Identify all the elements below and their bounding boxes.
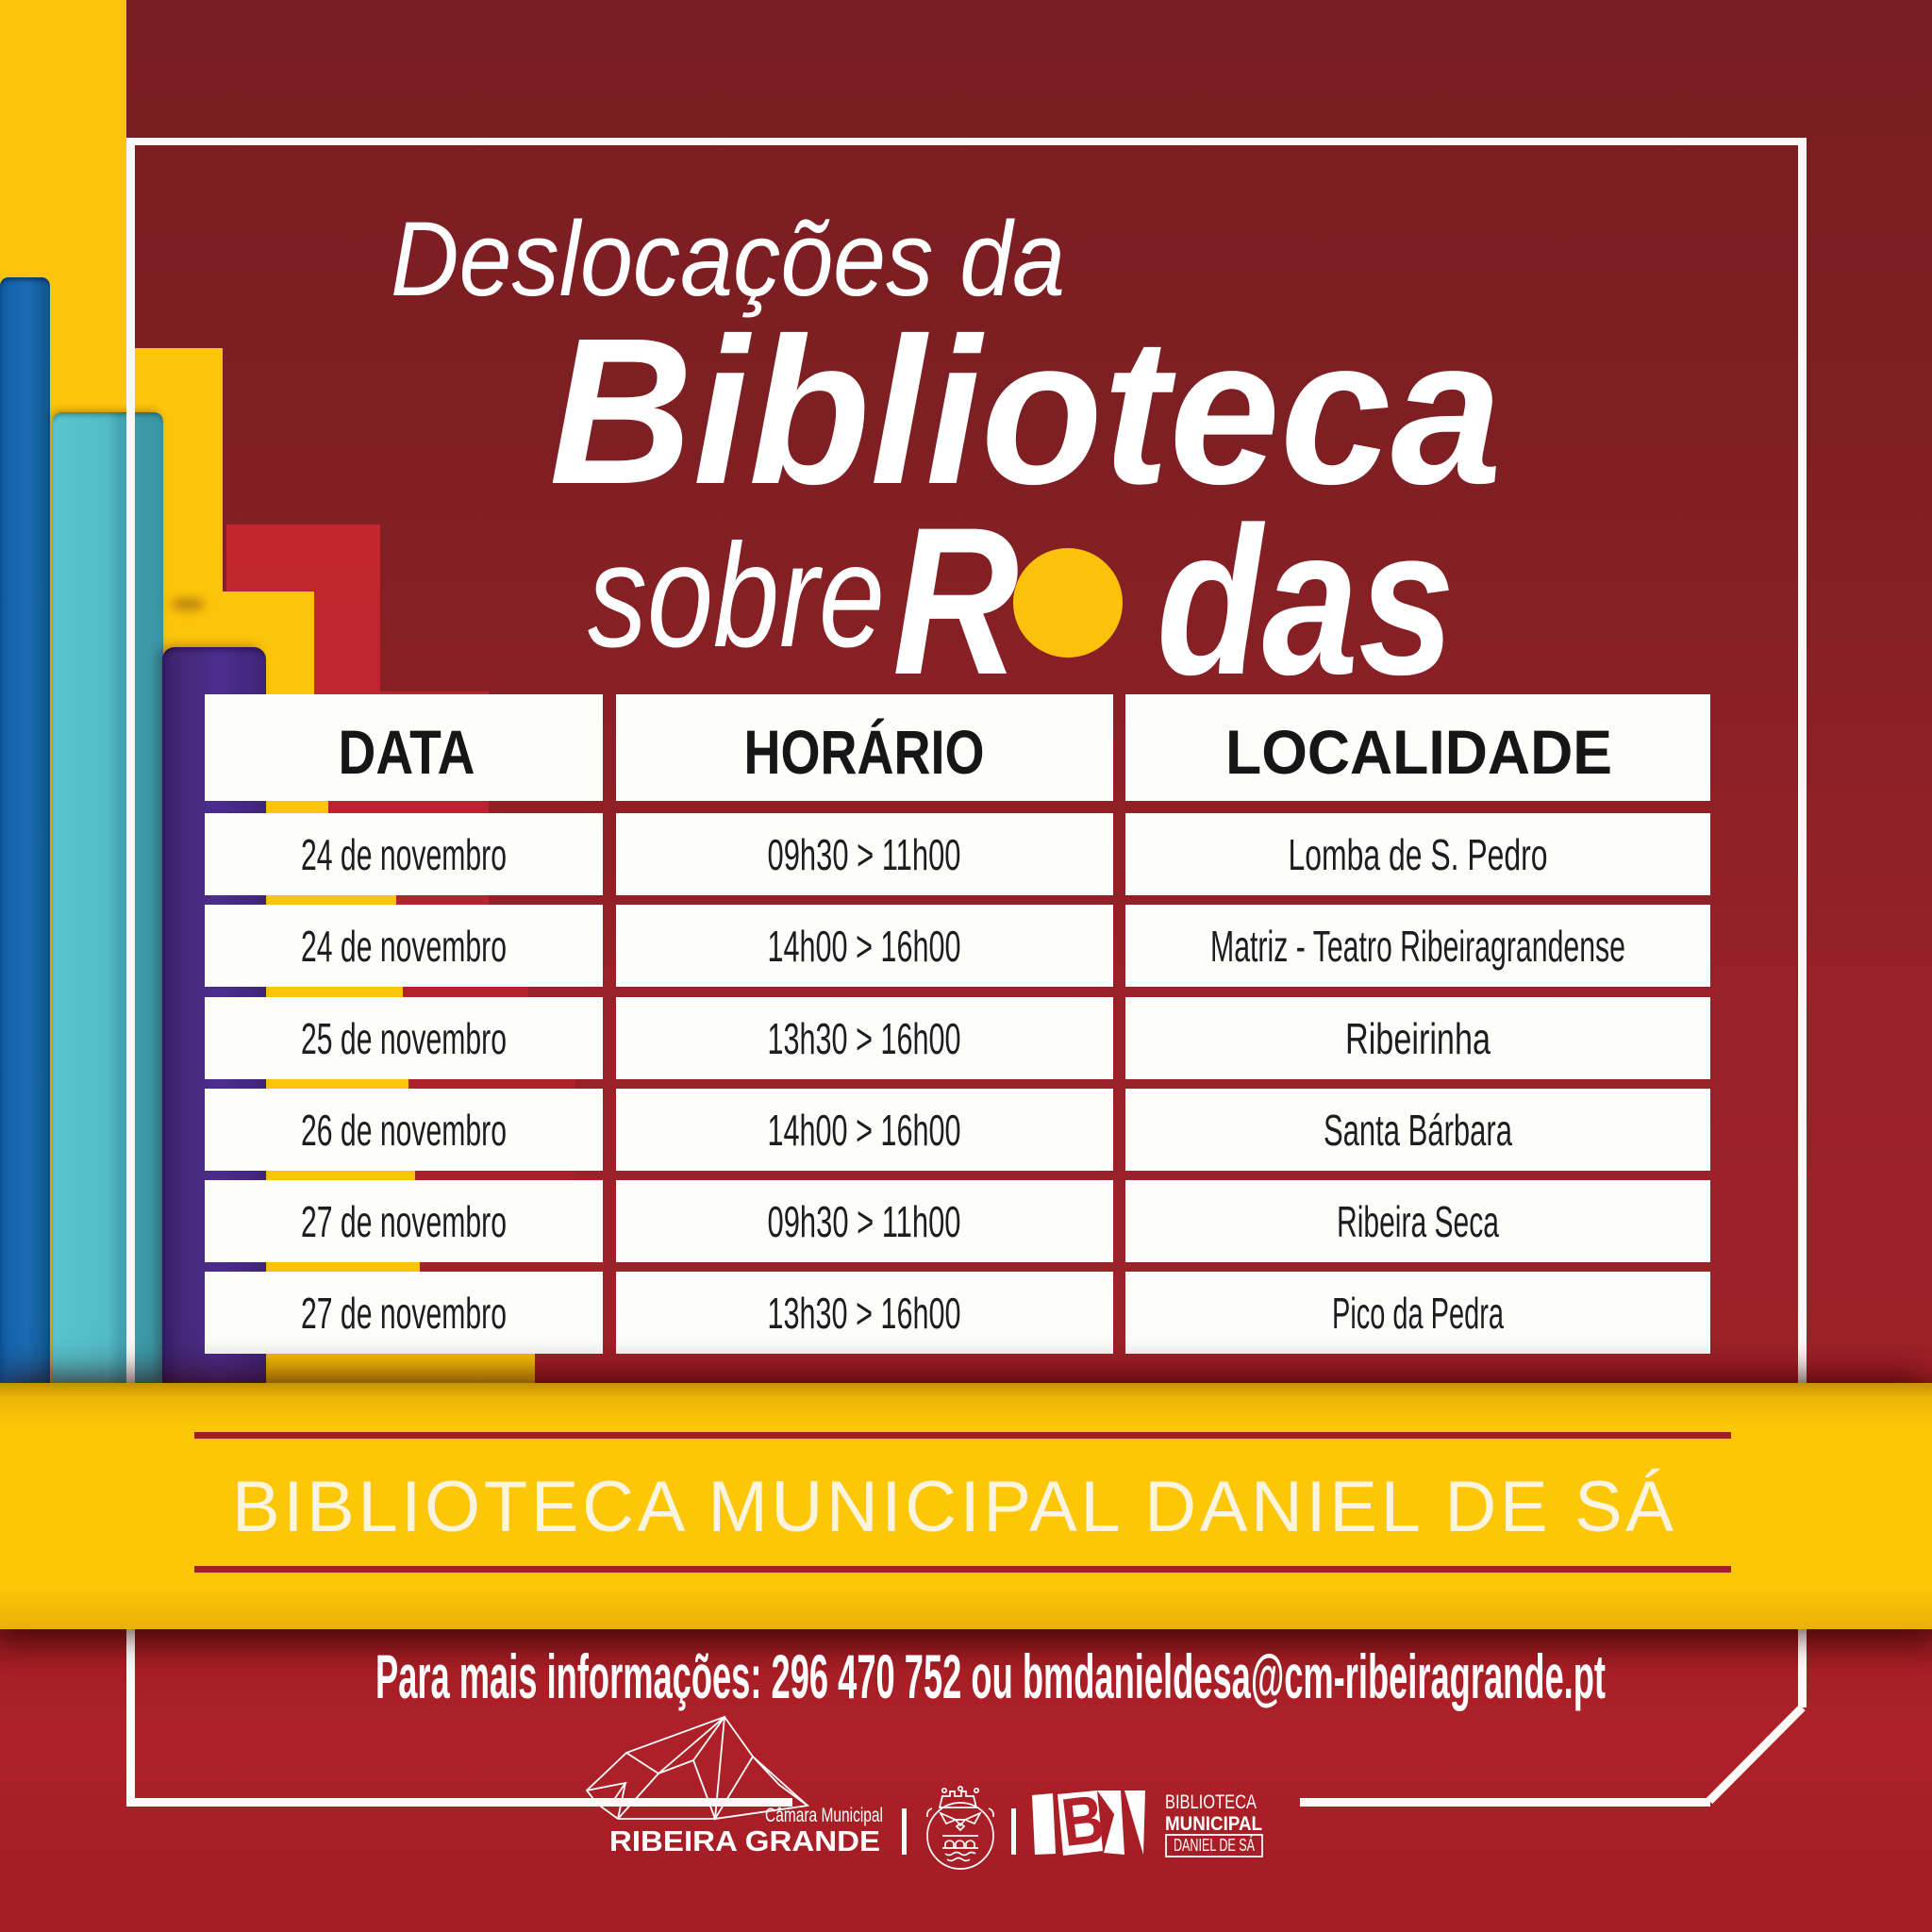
svg-text:Biblioteca: Biblioteca — [549, 294, 1502, 527]
svg-text:09h30 > 11h00: 09h30 > 11h00 — [768, 1197, 961, 1246]
svg-text:MUNICIPAL: MUNICIPAL — [1165, 1813, 1262, 1835]
svg-text:27 de novembro: 27 de novembro — [301, 1289, 507, 1338]
svg-text:Ribeira Seca: Ribeira Seca — [1337, 1197, 1499, 1246]
svg-text:25 de novembro: 25 de novembro — [301, 1014, 507, 1063]
svg-text:sobre: sobre — [588, 514, 885, 678]
svg-text:HORÁRIO: HORÁRIO — [744, 717, 985, 787]
svg-text:Deslocações da: Deslocações da — [391, 200, 1065, 318]
svg-text:DANIEL DE SÁ: DANIEL DE SÁ — [1174, 1836, 1255, 1855]
svg-text:14h00 > 16h00: 14h00 > 16h00 — [768, 1106, 961, 1155]
svg-text:Para mais informações: 296 470: Para mais informações: 296 470 752 ou bm… — [375, 1641, 1606, 1711]
svg-text:DATA: DATA — [339, 717, 475, 787]
svg-text:24 de novembro: 24 de novembro — [301, 830, 507, 879]
svg-text:Matriz - Teatro Ribeiragranden: Matriz - Teatro Ribeiragrandense — [1210, 922, 1625, 971]
svg-text:B: B — [1058, 1781, 1108, 1861]
svg-text:R: R — [892, 484, 1019, 719]
svg-text:das: das — [1157, 484, 1455, 719]
svg-text:RIBEIRA GRANDE: RIBEIRA GRANDE — [609, 1824, 880, 1857]
svg-text:24 de novembro: 24 de novembro — [301, 922, 507, 971]
svg-text:14h00 > 16h00: 14h00 > 16h00 — [768, 922, 961, 971]
svg-text:LOCALIDADE: LOCALIDADE — [1225, 717, 1612, 787]
svg-text:27 de novembro: 27 de novembro — [301, 1197, 507, 1246]
svg-text:BIBLIOTECA: BIBLIOTECA — [1165, 1791, 1257, 1813]
svg-text:Ribeirinha: Ribeirinha — [1345, 1014, 1491, 1063]
svg-text:09h30 > 11h00: 09h30 > 11h00 — [768, 830, 961, 879]
svg-text:13h30 > 16h00: 13h30 > 16h00 — [768, 1289, 961, 1338]
svg-text:Câmara Municipal: Câmara Municipal — [765, 1805, 883, 1826]
svg-text:BIBLIOTECA MUNICIPAL DANIEL DE: BIBLIOTECA MUNICIPAL DANIEL DE SÁ — [232, 1467, 1674, 1547]
svg-text:13h30 > 16h00: 13h30 > 16h00 — [768, 1014, 961, 1063]
svg-text:Santa Bárbara: Santa Bárbara — [1324, 1106, 1512, 1155]
svg-text:Lomba de S. Pedro: Lomba de S. Pedro — [1289, 830, 1548, 879]
svg-text:Pico da Pedra: Pico da Pedra — [1332, 1289, 1504, 1338]
svg-text:26 de novembro: 26 de novembro — [301, 1106, 507, 1155]
